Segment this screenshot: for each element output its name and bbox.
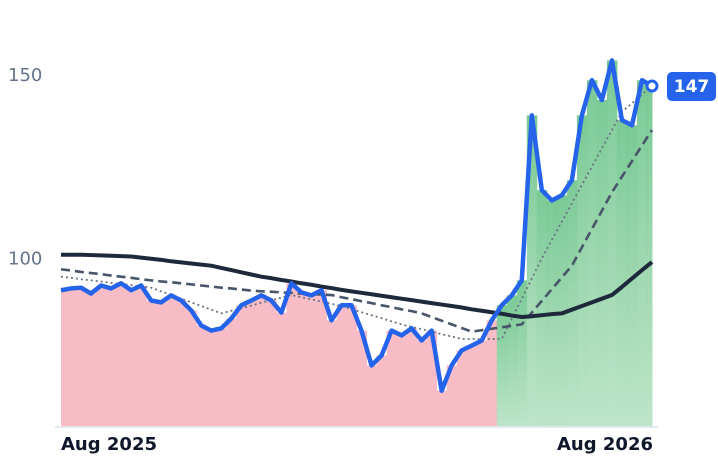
price-area: [136, 285, 147, 427]
price-area: [396, 335, 408, 427]
price-area: [466, 345, 478, 427]
price-area: [196, 325, 207, 427]
price-area: [126, 290, 137, 427]
price-area: [146, 300, 157, 427]
price-area: [76, 287, 87, 427]
price-area: [376, 355, 388, 427]
price-area: [506, 295, 518, 427]
price-area: [586, 80, 598, 427]
average-line: [60, 129, 654, 333]
price-area: [276, 312, 287, 427]
price-area: [646, 86, 653, 428]
x-tick-label: Aug 2026: [557, 434, 653, 455]
price-area: [456, 350, 468, 427]
price-area: [436, 390, 448, 427]
price-area: [606, 60, 618, 427]
price-area: [186, 310, 197, 427]
price-area: [576, 115, 588, 428]
price-area: [296, 292, 307, 427]
price-area: [156, 302, 167, 427]
price-area: [306, 295, 317, 427]
price-area: [336, 305, 347, 427]
price-area: [356, 330, 368, 427]
price-area: [346, 305, 357, 427]
price-area: [216, 328, 227, 427]
price-area: [106, 288, 117, 427]
price-area: [366, 365, 378, 427]
price-area: [86, 293, 97, 427]
price-badge-label: 147: [674, 77, 710, 97]
price-area: [476, 340, 488, 427]
price-area: [386, 330, 398, 427]
price-area: [166, 295, 177, 427]
x-tick-label: Aug 2025: [61, 434, 157, 455]
price-area: [236, 305, 247, 427]
price-area: [326, 320, 337, 427]
price-area: [61, 290, 67, 427]
price-area: [246, 300, 257, 427]
price-area: [256, 295, 267, 427]
price-area: [516, 280, 528, 427]
price-area: [446, 365, 458, 427]
price-area: [66, 288, 77, 427]
y-tick-label: 100: [8, 248, 42, 269]
price-area: [286, 283, 297, 427]
price-area: [96, 285, 107, 427]
price-badge: [667, 72, 716, 102]
price-line: [60, 58, 654, 393]
price-area: [616, 120, 628, 427]
price-area: [226, 318, 237, 427]
average-line: [61, 252, 654, 320]
price-area: [566, 180, 578, 427]
price-area: [176, 300, 187, 427]
price-area: [426, 330, 438, 427]
price-area: [416, 340, 428, 427]
price-area: [316, 290, 327, 427]
price-area: [636, 80, 648, 427]
price-area: [596, 99, 608, 427]
y-tick-label: 150: [8, 65, 42, 86]
price-area: [266, 300, 277, 427]
price-area: [536, 190, 548, 427]
price-area: [486, 320, 498, 427]
price-area: [406, 328, 418, 427]
price-area: [116, 283, 127, 427]
price-area: [526, 115, 538, 428]
price-area: [206, 330, 217, 427]
last-point: [645, 79, 659, 93]
price-area: [496, 305, 508, 427]
